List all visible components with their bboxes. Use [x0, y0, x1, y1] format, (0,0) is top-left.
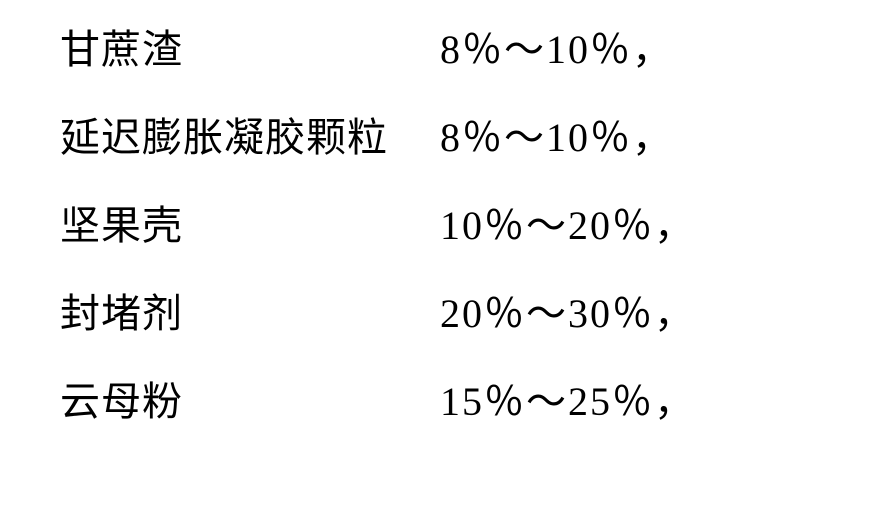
ingredient-value: 8％～10％， [440, 118, 674, 158]
composition-list: 甘蔗渣 8％～10％， 延迟膨胀凝胶颗粒 8％～10％， 坚果壳 10％～20％… [0, 0, 882, 452]
ingredient-label: 延迟膨胀凝胶颗粒 [60, 118, 440, 158]
ingredient-value: 15％～25％， [440, 382, 696, 422]
ingredient-label: 坚果壳 [60, 206, 440, 246]
ingredient-label: 云母粉 [60, 382, 440, 422]
table-row: 云母粉 15％～25％， [60, 382, 822, 422]
table-row: 甘蔗渣 8％～10％， [60, 30, 822, 70]
ingredient-label: 封堵剂 [60, 294, 440, 334]
ingredient-label: 甘蔗渣 [60, 30, 440, 70]
ingredient-value: 8％～10％， [440, 30, 674, 70]
table-row: 封堵剂 20％～30％， [60, 294, 822, 334]
table-row: 坚果壳 10％～20％， [60, 206, 822, 246]
ingredient-value: 10％～20％， [440, 206, 696, 246]
table-row: 延迟膨胀凝胶颗粒 8％～10％， [60, 118, 822, 158]
ingredient-value: 20％～30％， [440, 294, 696, 334]
